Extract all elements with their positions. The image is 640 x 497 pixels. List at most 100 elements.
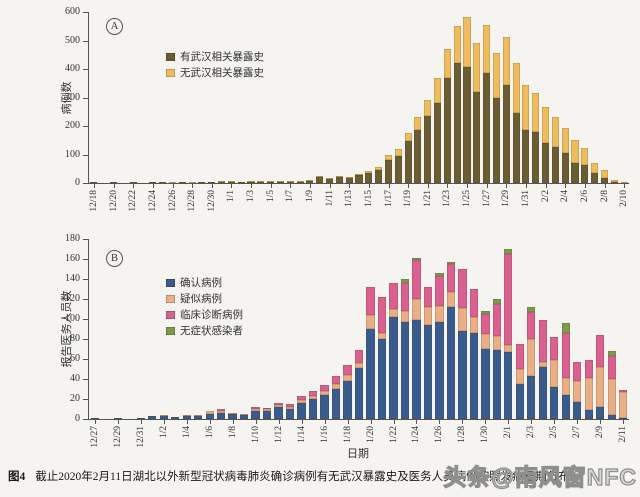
bar-segment [469,317,479,333]
bar-segment [274,407,283,419]
bar-segment [205,414,214,419]
bar-segment [610,181,618,183]
bar-segment [375,167,383,171]
x-tick-mark [600,420,602,424]
bar-segment [267,181,275,183]
bar-segment [262,411,272,419]
bar-segment [227,182,235,183]
x-tick-mark [467,184,468,188]
bar-segment [354,368,364,419]
bar-segment [404,133,412,141]
bar-segment [308,399,318,419]
bar-segment [527,339,536,376]
x-tick-label: 2/11 [618,426,629,443]
bar-segment [194,415,203,416]
bar-segment [443,49,451,78]
bar-segment [168,181,176,183]
x-tick-label: 2/5 [549,426,560,439]
y-tick-label: 400 [65,63,80,74]
bar-segment [435,322,444,419]
x-tick-mark [172,184,174,188]
y-tick-mark [83,419,88,420]
bar-segment [354,363,364,368]
x-tick-label: 1/4 [181,426,192,439]
x-tick-label: 1/1 [226,190,237,203]
panel-b-letter: B [106,250,123,267]
bar-segment [596,367,605,407]
panel-a-chart: 病例数 A 有武汉相关暴露史 无武汉相关暴露史 0 100 200 300 400 500 6… [0,0,640,228]
y-tick-mark [83,239,88,240]
bar-segment [458,308,467,331]
bar-segment [366,287,375,315]
y-tick-label: 300 [65,91,80,103]
bar-segment [400,322,410,419]
bar-segment [600,177,608,183]
bar-segment [247,181,255,183]
x-tick-mark [232,420,234,424]
x-tick-label: 1/23 [442,190,453,207]
bar-segment [389,283,398,309]
bar-segment [453,26,461,64]
bar-segment [257,182,265,183]
bar-segment [504,352,513,419]
legend-item: 确认病例 [166,276,243,289]
bar-segment [343,375,352,381]
panel-b-chart: 报告医务人员数 B 确认病例 疑似病例 临床诊断病例 无症状感染者 日期 0 20 40 6… [0,228,640,470]
bar-segment [216,409,226,411]
bar-segment [481,349,490,419]
y-tick-label: 0 [75,413,80,424]
bar-segment [320,385,329,391]
y-tick-label: 500 [65,34,80,46]
bar-segment [262,409,272,411]
bar-segment [550,360,559,387]
x-tick-mark [531,420,533,424]
bar-segment [573,362,582,381]
bar-segment [136,418,145,419]
x-tick-mark [211,184,213,188]
bar-segment [216,413,226,419]
bar-segment [326,179,334,183]
bar-segment [463,16,471,67]
x-tick-mark [439,420,441,424]
bar-segment [205,411,214,414]
bar-segment [551,116,559,148]
bar-segment [504,254,513,345]
x-tick-mark [508,420,510,424]
bar-segment [423,325,433,419]
x-tick-label: 1/25 [462,190,472,207]
bar-segment [316,177,324,183]
bar-segment [573,402,582,419]
bar-segment [218,182,226,183]
bar-segment [331,376,341,384]
bar-segment [463,67,471,183]
y-tick-mark [83,154,88,156]
y-tick-mark [83,126,88,127]
x-tick-mark [301,420,303,424]
y-tick-label: 160 [65,253,80,264]
x-tick-label: 1/8 [227,426,238,439]
bar-segment [218,181,226,183]
x-tick-label: 1/21 [422,190,433,207]
bar-segment [129,182,137,183]
legend-item: 临床诊断病例 [166,308,243,321]
x-tick-label: 1/17 [383,190,394,207]
bar-segment [584,378,593,410]
bar-segment [316,175,324,178]
x-tick-mark [133,184,135,188]
x-tick-label: 1/26 [434,426,445,443]
x-tick-label: 2/3 [526,426,537,439]
x-tick-label: 2/10 [619,190,630,207]
x-tick-mark [140,420,142,424]
y-tick-mark [83,279,88,280]
figure-caption-text: 截止2020年2月11日湖北以外新型冠状病毒肺炎确诊病例有无武汉暴露史及医务人员… [35,471,570,483]
x-tick-mark [623,420,625,424]
legend-swatch [166,310,175,319]
bar-segment [473,92,481,183]
bar-segment [237,182,245,183]
bar-segment [400,279,410,283]
bar-segment [591,163,599,174]
y-tick-mark [83,299,88,300]
bar-segment [320,395,329,419]
bar-segment [561,378,570,395]
bar-segment [423,287,433,307]
